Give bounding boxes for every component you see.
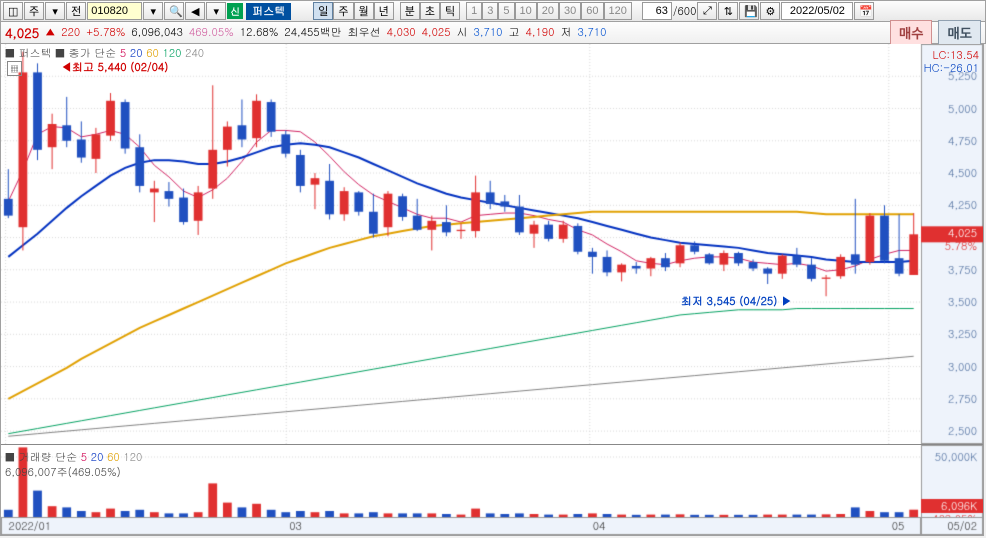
autofit-icon[interactable]: ⤢ [697, 2, 717, 20]
link-icon[interactable]: ⇅ [718, 2, 738, 20]
sell-button[interactable]: 매도 [938, 20, 981, 45]
low-prefix: 저 [560, 25, 571, 40]
chart-right-icon[interactable]: ▾ [206, 2, 226, 20]
time-틱[interactable]: 틱 [440, 2, 460, 20]
search-dropdown-icon[interactable]: ▾ [143, 2, 163, 20]
time-button-group: 분초틱 [400, 2, 460, 20]
search-icon[interactable]: 🔍 [164, 2, 184, 20]
volume-pct: 469.05% [189, 25, 234, 40]
quote-bar: 4,025 ▲ 220 +5.78% 6,096,043 469.05% 12.… [0, 22, 986, 44]
up-arrow-icon: ▲ [45, 25, 55, 40]
volume-legend: ■ 거래량 단순 5 20 60 120 6,096,007주(469.05%) [5, 450, 142, 480]
open-prefix: 시 [457, 25, 468, 40]
date-input[interactable] [781, 2, 853, 20]
interval-120[interactable]: 120 [604, 2, 632, 20]
low-price: 3,710 [577, 25, 606, 40]
prev-button[interactable]: 전 [66, 2, 86, 20]
time-분[interactable]: 분 [400, 2, 420, 20]
interval-3[interactable]: 3 [482, 2, 498, 20]
interval-1[interactable]: 1 [466, 2, 482, 20]
bid-price: 4,030 [387, 25, 416, 40]
priority-label: 최우선 [348, 25, 381, 40]
chart-type-icon[interactable]: ◫ [3, 2, 23, 20]
hc-label: HC:-26.01 [924, 61, 979, 76]
calendar-icon[interactable]: 📅 [854, 2, 874, 20]
ask-price: 4,025 [422, 25, 451, 40]
chart-container: ■ 퍼스텍 ■ 종가 단순 5 20 60 120 240 ▦ ■ 거래량 단순… [0, 44, 984, 536]
interval-10[interactable]: 10 [515, 2, 537, 20]
period-주[interactable]: 주 [333, 2, 353, 20]
settings-gear-icon[interactable]: ⚙ [760, 2, 780, 20]
price-chart-canvas[interactable] [1, 44, 983, 444]
volume-chart-canvas[interactable] [1, 444, 983, 535]
interval-20[interactable]: 20 [537, 2, 559, 20]
market-cap: 24,455백만 [284, 25, 341, 40]
high-prefix: 고 [509, 25, 520, 40]
interval-60[interactable]: 60 [581, 2, 603, 20]
week-button[interactable]: 주 [24, 2, 44, 20]
high-annotation: ◀최고 5,440 (02/04) [61, 60, 168, 75]
chart-left-icon[interactable]: ◀ [185, 2, 205, 20]
period-일[interactable]: 일 [313, 2, 333, 20]
period-button-group: 일주월년 [313, 2, 394, 20]
interval-30[interactable]: 30 [559, 2, 581, 20]
volume-value: 6,096,043 [131, 25, 183, 40]
ratio-value: 12.68% [240, 25, 279, 40]
high-price: 4,190 [526, 25, 555, 40]
buy-button[interactable]: 매수 [890, 20, 933, 45]
low-annotation: 최저 3,545 (04/25) ▶ [681, 294, 792, 309]
period-년[interactable]: 년 [374, 2, 394, 20]
stock-code-input[interactable] [87, 2, 142, 20]
time-초[interactable]: 초 [420, 2, 440, 20]
dropdown-icon[interactable]: ▾ [45, 2, 65, 20]
minute-button-group: 13510203060120 [466, 2, 632, 20]
price-change-pct: +5.78% [86, 25, 125, 40]
main-toolbar: ◫ 주 ▾ 전 ▾ 🔍 ◀ ▾ 신 퍼스텍 일주월년 분초틱 135102030… [0, 0, 986, 22]
open-price: 3,710 [474, 25, 503, 40]
interval-5[interactable]: 5 [498, 2, 514, 20]
period-월[interactable]: 월 [354, 2, 374, 20]
count-input[interactable] [642, 2, 672, 20]
price-change: 220 [61, 25, 80, 40]
shin-badge: 신 [227, 3, 243, 19]
save-icon[interactable]: 💾 [739, 2, 759, 20]
current-price: 4,025 [5, 23, 39, 42]
count-total-label: /600 [673, 4, 697, 19]
stock-name-label: 퍼스텍 [246, 3, 291, 20]
overview-icon[interactable]: ▦ [7, 61, 22, 76]
